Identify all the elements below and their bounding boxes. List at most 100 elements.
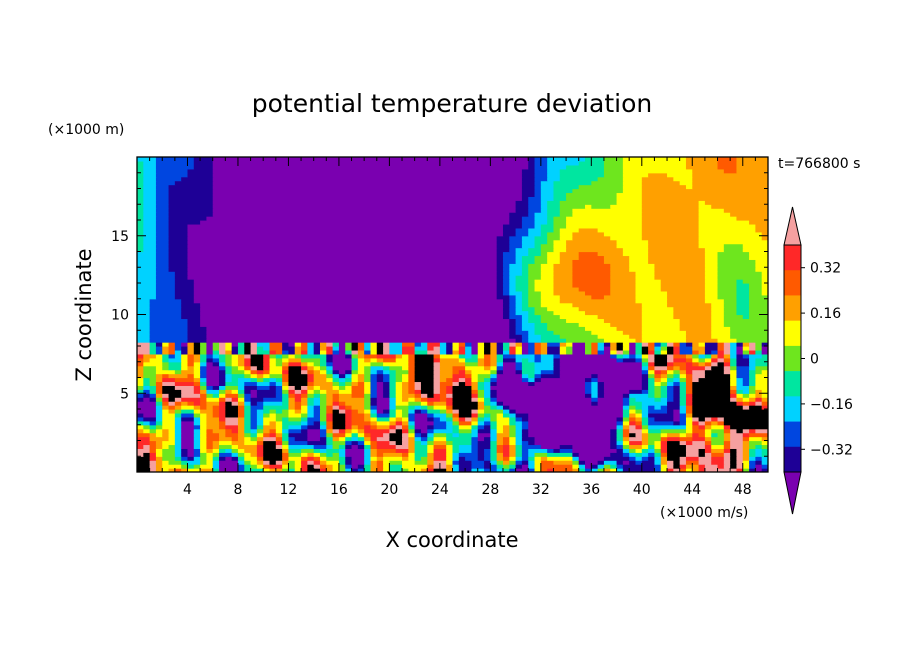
field-cell [301, 416, 308, 422]
field-cell [282, 448, 290, 453]
field-cell [698, 235, 763, 241]
field-cell [237, 432, 245, 438]
field-cell [357, 373, 365, 379]
field-cell [244, 397, 252, 402]
field-cell [736, 349, 744, 355]
field-cell [200, 377, 208, 383]
field-cell [452, 428, 460, 434]
field-cell [345, 460, 353, 465]
field-cell [200, 346, 208, 351]
field-cell [452, 412, 460, 418]
field-cell [263, 468, 271, 472]
field-cell [515, 428, 523, 434]
field-cell [357, 436, 365, 442]
field-cell [597, 342, 605, 347]
field-cell [610, 452, 624, 457]
field-cell [168, 235, 189, 241]
field-cell [294, 385, 302, 390]
field-cell [225, 342, 233, 347]
field-cell [383, 409, 390, 414]
field-cell [389, 432, 403, 438]
field-cell [250, 420, 258, 426]
field-cell [193, 424, 201, 430]
field-cell [704, 452, 712, 457]
field-cell [610, 346, 618, 351]
field-cell [250, 393, 258, 398]
field-cell [465, 373, 473, 379]
field-cell [187, 255, 498, 260]
field-cell [187, 346, 195, 351]
field-cell [275, 353, 283, 359]
field-cell [679, 373, 687, 379]
field-cell [200, 409, 214, 414]
field-cell [521, 290, 529, 296]
field-cell [641, 192, 768, 197]
field-cell [263, 409, 271, 414]
field-cell [288, 357, 302, 363]
field-cell [181, 448, 189, 453]
field-cell [496, 464, 504, 469]
field-cell [692, 416, 700, 422]
field-cell [471, 385, 479, 390]
field-cell [370, 452, 378, 457]
field-cell [370, 346, 378, 351]
field-cell [155, 259, 170, 264]
field-cell [692, 357, 700, 363]
field-cell [629, 405, 637, 410]
field-cell [193, 369, 201, 375]
field-cell [137, 275, 157, 280]
field-cell [174, 286, 195, 292]
field-cell [648, 259, 706, 264]
field-cell [420, 405, 428, 410]
field-cell [174, 369, 182, 375]
field-cell [553, 286, 580, 292]
field-cell [749, 452, 756, 457]
field-cell [692, 389, 731, 394]
field-cell [622, 330, 643, 335]
field-cell [610, 444, 618, 449]
field-cell [181, 176, 214, 182]
field-cell [490, 397, 498, 402]
field-cell [578, 251, 599, 257]
field-cell [591, 397, 599, 402]
field-cell [704, 353, 712, 359]
field-cell [275, 381, 283, 386]
field-cell [698, 349, 706, 355]
field-cell [326, 448, 340, 453]
field-cell [502, 342, 510, 347]
field-cell [742, 381, 750, 386]
field-cell [477, 389, 485, 394]
field-cell [603, 294, 637, 300]
field-cell [502, 346, 510, 351]
field-cell [155, 184, 170, 190]
field-cell [502, 306, 510, 312]
field-cell [704, 267, 719, 272]
field-cell [692, 373, 706, 379]
field-cell [547, 448, 555, 453]
field-cell [263, 377, 271, 383]
field-cell [319, 346, 327, 351]
field-cell [244, 412, 252, 418]
field-cell [174, 401, 182, 406]
field-cell [219, 409, 226, 414]
field-cell [244, 342, 252, 347]
field-cell [326, 432, 334, 438]
field-cell [155, 448, 163, 453]
field-cell [458, 349, 466, 355]
field-cell [622, 432, 630, 438]
field-cell [187, 267, 498, 272]
field-cell [755, 401, 763, 406]
field-cell [244, 349, 252, 355]
field-cell [496, 275, 504, 280]
field-cell [250, 365, 258, 371]
field-cell [667, 369, 674, 375]
field-cell [521, 294, 529, 300]
field-cell [559, 172, 605, 178]
field-cell [200, 318, 510, 323]
field-cell [502, 227, 517, 233]
field-cell [648, 456, 656, 461]
field-cell [559, 342, 567, 347]
field-cell [301, 424, 308, 430]
field-cell [168, 255, 189, 260]
field-cell [433, 353, 441, 359]
